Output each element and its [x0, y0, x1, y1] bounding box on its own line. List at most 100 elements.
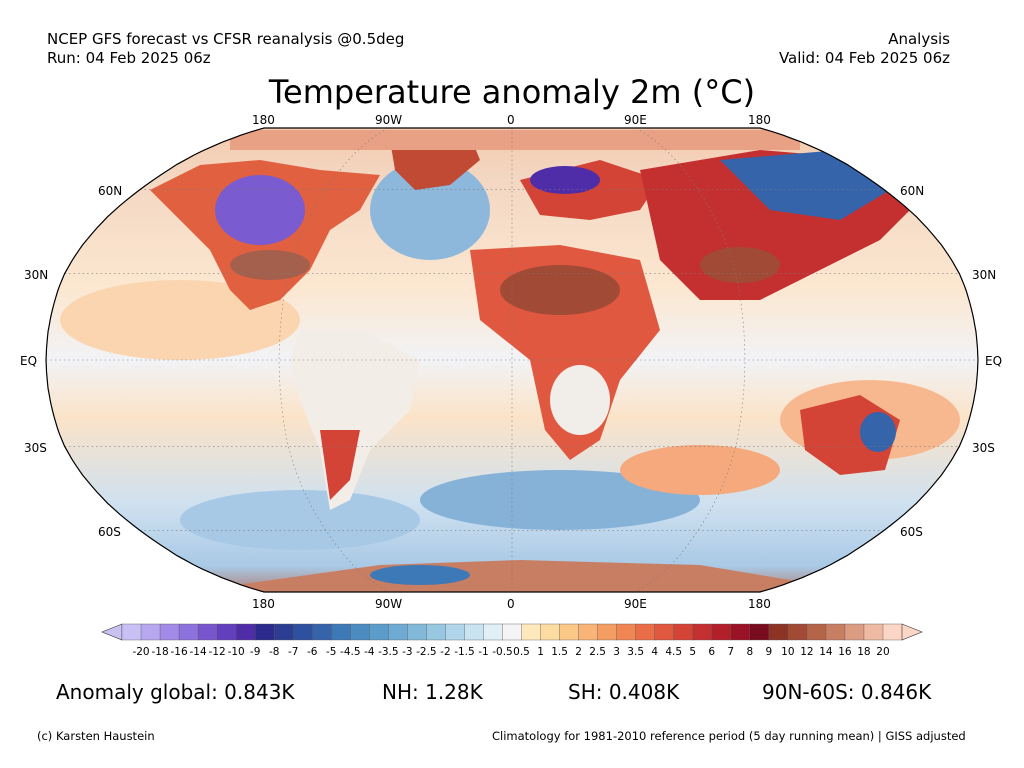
colorbar-swatch [882, 623, 903, 641]
colorbar-tick-label: 2.5 [589, 646, 606, 658]
colorbar-swatch [616, 623, 637, 641]
colorbar-swatch [369, 623, 389, 641]
footer-note: Climatology for 1981-2010 reference peri… [492, 729, 966, 743]
colorbar-swatch [502, 623, 523, 641]
type-line: Analysis [888, 30, 950, 48]
lon-label-bottom-90e: 90E [624, 597, 647, 611]
colorbar-swatch [559, 623, 580, 641]
north-atlantic-cool-patch [370, 160, 490, 260]
colorbar-swatch [825, 623, 846, 641]
colorbar-swatch [730, 623, 751, 641]
colorbar-swatch [768, 623, 789, 641]
map-title: Temperature anomaly 2m (°C) [268, 73, 756, 111]
colorbar-tick-label: 10 [781, 646, 795, 658]
colorbar-tick-label: 4 [651, 646, 659, 658]
colorbar-swatch [863, 623, 884, 641]
colorbar-arrow-right [901, 623, 923, 641]
colorbar-swatch [312, 623, 332, 641]
west-antarctica-cold [370, 565, 470, 585]
colorbar-tick-label: 20 [876, 646, 890, 658]
stat-arctic: 90N-60S: 0.846K [762, 680, 932, 704]
lon-label-bottom-180e: 180 [748, 597, 771, 611]
header-right: Analysis Valid: 04 Feb 2025 06z [779, 30, 950, 68]
colorbar-tick-label: -7 [287, 646, 299, 658]
colorbar-tick-label: 3.5 [627, 646, 645, 658]
colorbar-swatch [331, 623, 351, 641]
colorbar-tick-label: 9 [765, 646, 773, 658]
colorbar-tick-label: -8 [268, 646, 280, 658]
colorbar-tick-label: -3.5 [378, 646, 399, 658]
colorbar-swatch [140, 623, 161, 641]
colorbar-tick-label: 3 [613, 646, 620, 658]
lat-label-left-30n: 30N [24, 268, 49, 282]
colorbar-tick-label: 12 [800, 646, 814, 658]
lat-label-right-eq: EQ [985, 354, 1003, 368]
colorbar-swatch [407, 623, 427, 641]
south-america-mixed [290, 330, 420, 510]
siberia-cold [720, 150, 890, 220]
colorbar-tick-label: -2 [440, 646, 451, 658]
colorbar-swatch [578, 623, 599, 641]
colorbar-swatch [426, 623, 446, 641]
south-pacific-cool-patch [180, 490, 420, 550]
run-line: Run: 04 Feb 2025 06z [47, 49, 211, 67]
colorbar-tick-label: -1.5 [454, 646, 475, 658]
colorbar-swatch [673, 623, 694, 641]
colorbar-swatch [159, 623, 180, 641]
colorbar-swatch [350, 623, 370, 641]
colorbar-swatch [274, 623, 294, 641]
colorbar-tick-label: -4 [364, 646, 375, 658]
colorbar-swatch [711, 623, 732, 641]
colorbar-tick-label: 6 [708, 646, 716, 658]
southern-ocean-cool-patch [420, 470, 700, 530]
lat-label-right-30n: 30N [972, 268, 997, 282]
colorbar-swatch [254, 623, 275, 641]
indian-ocean-warm-patch [620, 445, 780, 495]
colorbar-tick-label: -14 [189, 646, 207, 658]
colorbar-swatch [521, 623, 542, 641]
colorbar-labels: -20 -18 -16 -14 -12 -10 -9 -8 -7 -6 -5 -4.5 -4 -3.5 -3… [0, 645, 1024, 661]
western-canada-cold [215, 175, 305, 245]
colorbar-tick-label: 2 [575, 646, 582, 658]
colorbar [101, 623, 923, 641]
lon-label-top-180e: 180 [748, 113, 771, 127]
lat-label-right-60n: 60N [900, 184, 925, 198]
colorbar-tick-label: -12 [208, 646, 226, 658]
colorbar-tick-label: -9 [249, 646, 261, 658]
colorbar-tick-label: -18 [151, 646, 169, 658]
colorbar-swatch [692, 623, 713, 641]
colorbar-tick-label: -5 [326, 646, 337, 658]
queensland-cold [860, 412, 896, 452]
colorbar-tick-label: 0.5 [513, 646, 530, 658]
colorbar-tick-label: -3 [402, 646, 413, 658]
colorbar-swatch [178, 623, 199, 641]
colorbar-swatch [464, 623, 484, 641]
colorbar-swatch [635, 623, 656, 641]
lon-label-top-180w: 180 [252, 113, 275, 127]
lat-label-left-30s: 30S [24, 441, 47, 455]
lat-label-left-60n: 60N [98, 184, 123, 198]
colorbar-tick-label: -20 [132, 646, 150, 658]
colorbar-tick-label: -2.5 [416, 646, 437, 658]
lat-label-right-60s: 60S [900, 525, 923, 539]
map-body [46, 128, 978, 592]
stat-global: Anomaly global: 0.843K [56, 680, 295, 704]
colorbar-tick-label: -1 [478, 646, 489, 658]
colorbar-swatch [483, 623, 503, 641]
lon-label-bottom-90w: 90W [375, 597, 403, 611]
colorbar-swatch [121, 623, 142, 641]
graticule [46, 128, 978, 592]
colorbar-swatch [806, 623, 827, 641]
colorbar-tick-label: -6 [306, 646, 318, 658]
colorbar-swatch [216, 623, 237, 641]
lon-label-top-90w: 90W [375, 113, 403, 127]
colorbar-tick-label: 1 [537, 646, 544, 658]
southern-africa-neutral [550, 365, 610, 435]
scandinavia-cold [530, 166, 600, 194]
colorbar-swatch [445, 623, 465, 641]
lon-label-top-90e: 90E [624, 113, 647, 127]
header-left: NCEP GFS forecast vs CFSR reanalysis @0.… [47, 30, 404, 68]
colorbar-swatch [540, 623, 561, 641]
lon-label-bottom-180w: 180 [252, 597, 275, 611]
colorbar-swatch [597, 623, 618, 641]
